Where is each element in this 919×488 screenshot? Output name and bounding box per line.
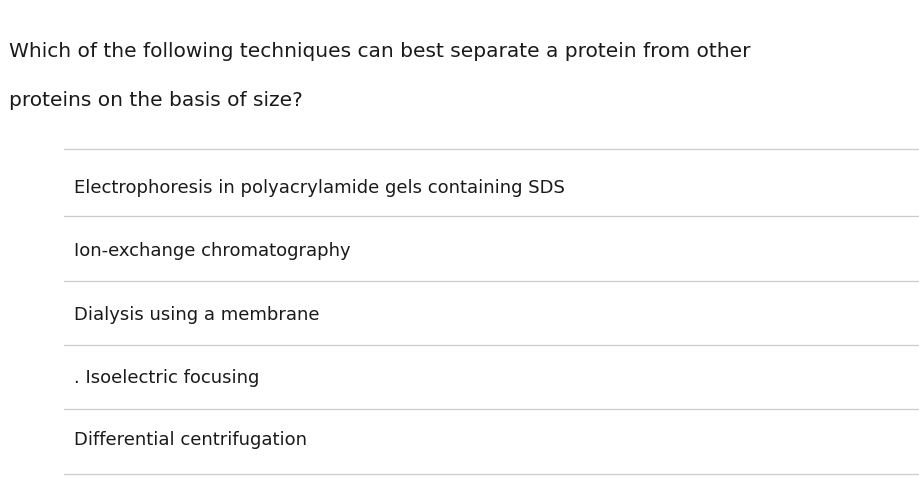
- Text: proteins on the basis of size?: proteins on the basis of size?: [9, 91, 302, 109]
- Text: Which of the following techniques can best separate a protein from other: Which of the following techniques can be…: [9, 42, 750, 61]
- Text: Dialysis using a membrane: Dialysis using a membrane: [74, 306, 319, 324]
- Text: Ion-exchange chromatography: Ion-exchange chromatography: [74, 243, 350, 260]
- Text: . Isoelectric focusing: . Isoelectric focusing: [74, 369, 258, 387]
- Text: Differential centrifugation: Differential centrifugation: [74, 431, 306, 449]
- Text: Electrophoresis in polyacrylamide gels containing SDS: Electrophoresis in polyacrylamide gels c…: [74, 179, 564, 197]
